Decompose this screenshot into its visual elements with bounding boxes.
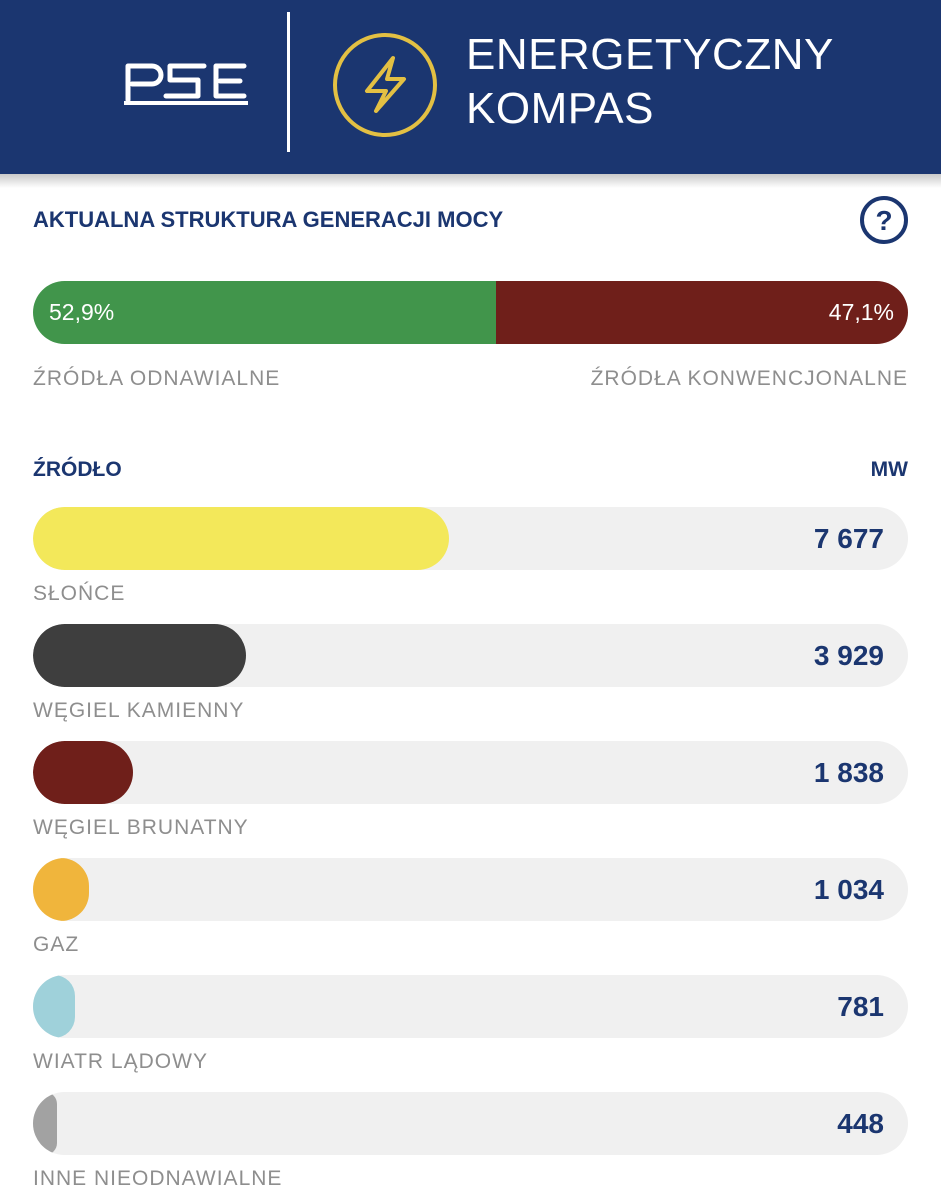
source-value: 781 <box>837 991 884 1022</box>
source-label: SŁOŃCE <box>33 582 126 605</box>
svg-text:?: ? <box>875 205 892 236</box>
source-bar-track: 3 929 <box>33 624 908 687</box>
source-value: 448 <box>837 1108 884 1139</box>
source-bar-fill <box>33 1092 58 1155</box>
app-title-line2: KOMPAS <box>466 84 655 133</box>
source-label: WĘGIEL BRUNATNY <box>33 816 249 839</box>
conventional-share-bar: 47,1% <box>495 281 908 344</box>
question-circle-icon[interactable]: ? <box>859 195 909 245</box>
source-bar-fill <box>33 624 246 687</box>
renewable-share-bar: 52,9% <box>33 281 496 344</box>
source-label: WĘGIEL KAMIENNY <box>33 699 245 722</box>
source-value: 3 929 <box>813 640 884 671</box>
renewable-label: ŹRÓDŁA ODNAWIALNE <box>33 367 281 390</box>
conventional-percent: 47,1% <box>828 299 894 325</box>
source-bar-track: 1 838 <box>33 741 908 804</box>
app-header: ENERGETYCZNY KOMPAS <box>0 0 941 174</box>
source-bar-track: 781 <box>33 975 908 1038</box>
source-column-header: ŹRÓDŁO <box>33 458 122 481</box>
section-title: AKTUALNA STRUKTURA GENERACJI MOCY <box>33 207 504 232</box>
source-value: 1 838 <box>813 757 884 788</box>
source-bar-track: 1 034 <box>33 858 908 921</box>
conventional-label: ŹRÓDŁA KONWENCJONALNE <box>590 367 908 390</box>
renewable-percent: 52,9% <box>49 299 115 325</box>
source-bar-track: 448 <box>33 1092 908 1155</box>
app-title: ENERGETYCZNY KOMPAS <box>466 28 906 136</box>
source-bar-fill <box>33 507 449 570</box>
unit-column-header: MW <box>870 458 908 481</box>
source-value: 1 034 <box>813 874 884 905</box>
source-bar-fill <box>33 975 76 1038</box>
source-bar-fill <box>33 858 90 921</box>
pse-logo <box>124 63 248 105</box>
source-bar-track: 7 677 <box>33 507 908 570</box>
generation-split-bar: 52,9% 47,1% <box>33 281 908 344</box>
source-label: WIATR LĄDOWY <box>33 1050 208 1073</box>
app-title-line1: ENERGETYCZNY <box>466 30 834 79</box>
header-shadow <box>0 174 941 188</box>
source-value: 7 677 <box>813 523 884 554</box>
header-divider <box>287 12 290 152</box>
source-label: GAZ <box>33 933 80 956</box>
source-bar-fill <box>33 741 133 804</box>
source-label: INNE NIEODNAWIALNE <box>33 1167 283 1190</box>
lightning-bolt-icon <box>333 33 437 137</box>
